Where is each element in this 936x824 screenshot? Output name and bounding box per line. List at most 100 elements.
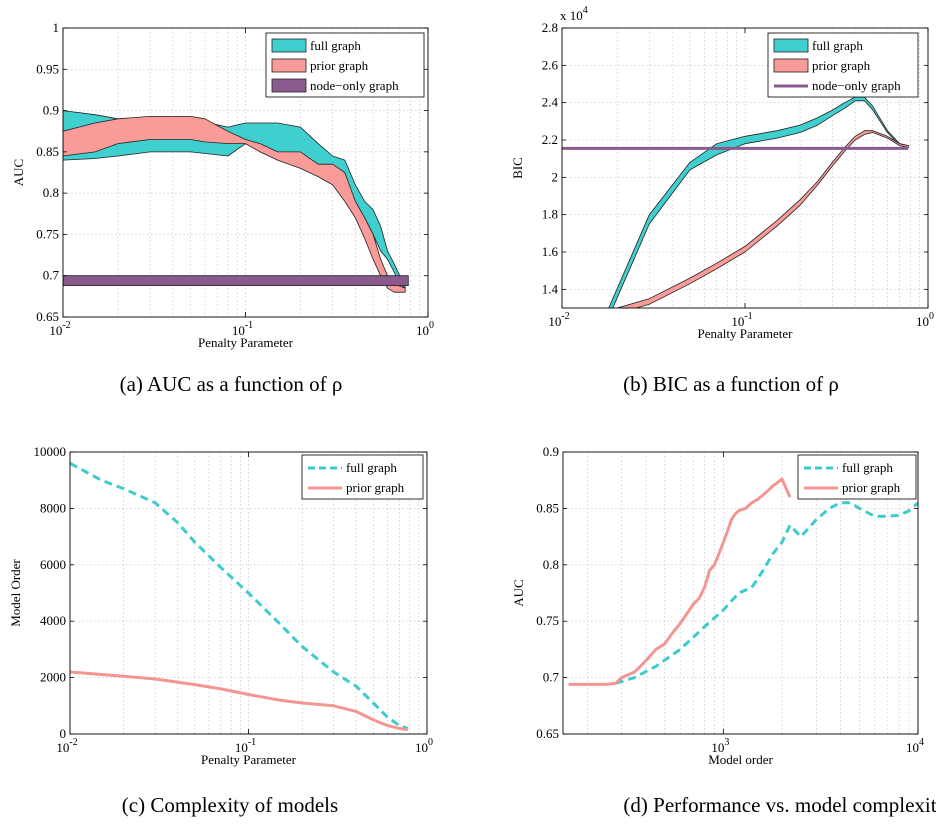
y-tick-label: 0.85: [536, 500, 559, 515]
y-tick-label: 0.85: [36, 144, 59, 159]
x-tick-label-exponent: 4: [919, 737, 924, 748]
plot-frame: [562, 451, 919, 735]
series-prior-graph-line: [568, 477, 792, 686]
plot-area: [63, 110, 409, 293]
legend-swatch: [271, 58, 307, 73]
plot-area: [562, 96, 909, 308]
y-axis-label: Model Order: [8, 559, 23, 627]
x-tick-label-exponent: -1: [248, 737, 256, 748]
x-tick-label-exponent: 0: [429, 320, 434, 331]
x-axis-label: Penalty Parameter: [201, 752, 297, 767]
legend-label: full graph: [310, 38, 361, 53]
series-node-only-graph-band: [63, 275, 409, 286]
y-tick-label: 0.8: [543, 557, 559, 572]
caption-d: (d) Performance vs. model complexit: [623, 793, 936, 817]
series-full-graph-line: [615, 501, 918, 685]
legend: full graph prior graph node−only graph: [265, 32, 425, 98]
plot-area: [568, 477, 918, 686]
y-tick-label: 2: [552, 169, 559, 184]
series-full-graph-line: [70, 461, 409, 730]
caption-b: (b) BIC as a function of ρ: [623, 372, 839, 396]
x-axis-label: Model order: [708, 752, 773, 767]
legend-label: prior graph: [310, 58, 369, 73]
legend-label: prior graph: [812, 58, 871, 73]
y-multiplier-label: x 104: [560, 5, 588, 23]
caption-c: (c) Complexity of models: [122, 793, 338, 817]
y-tick-label: 0.9: [43, 103, 59, 118]
legend-label: full graph: [842, 460, 893, 475]
x-tick-label-exponent: -2: [62, 320, 70, 331]
x-tick-label-exponent: 0: [929, 311, 934, 322]
legend-box: [301, 454, 424, 500]
y-tick-label: 0.75: [36, 226, 59, 241]
y-tick-label: 0.65: [536, 726, 559, 741]
x-tick-label-exponent: -2: [69, 737, 77, 748]
x-tick-label: 10-2: [548, 311, 569, 329]
y-tick-label: 0.65: [36, 309, 59, 324]
series-prior-graph-line: [70, 670, 408, 732]
x-axis-label: Penalty Parameter: [698, 326, 794, 341]
y-tick-label: 10000: [34, 444, 67, 459]
x-tick-label: 10-2: [56, 737, 77, 755]
x-axis-label: Penalty Parameter: [198, 335, 294, 350]
y-axis-label: BIC: [510, 157, 525, 179]
y-tick-label: 2.6: [542, 57, 559, 72]
y-tick-label: 1.8: [542, 207, 558, 222]
legend: full graph prior graph: [301, 454, 424, 500]
x-tick-label: 100: [415, 737, 433, 755]
plot-area: [70, 461, 409, 732]
y-tick-label: 1.4: [542, 281, 559, 296]
y-tick-label: 0.95: [36, 61, 59, 76]
y-tick-label: 0.9: [543, 444, 559, 459]
x-tick-label: 100: [416, 320, 434, 338]
y-tick-label: 6000: [40, 557, 66, 572]
legend-label: full graph: [812, 38, 863, 53]
legend-swatch: [271, 38, 307, 53]
y-tick-label: 2.4: [542, 95, 559, 110]
legend-label: node−only graph: [812, 78, 901, 93]
ticks: 1.41.61.822.22.42.62.810-2 10-1 100: [542, 20, 934, 329]
legend-swatch: [773, 38, 809, 53]
legend-swatch: [773, 58, 809, 73]
legend: full graph prior graph: [797, 454, 917, 500]
x-tick-label: 104: [906, 737, 924, 755]
x-tick-label-exponent: -2: [561, 311, 569, 322]
legend-label: full graph: [346, 460, 397, 475]
legend-swatch: [271, 78, 307, 93]
legend-label: prior graph: [346, 480, 405, 495]
y-tick-label: 0.7: [543, 670, 560, 685]
legend-label: node−only graph: [310, 78, 399, 93]
legend-box: [797, 454, 917, 500]
series-prior-graph-band: [63, 116, 406, 293]
x-tick-label-exponent: -1: [245, 320, 253, 331]
x-tick-label-exponent: 0: [428, 737, 433, 748]
legend-label: prior graph: [842, 480, 901, 495]
y-tick-label: 4000: [40, 613, 66, 628]
x-tick-label-exponent: -1: [744, 311, 752, 322]
y-tick-label: 0.7: [43, 268, 60, 283]
y-tick-label: 2000: [40, 670, 66, 685]
y-multiplier-label-exponent: 4: [583, 5, 588, 16]
series-full-graph-band: [608, 96, 909, 308]
series-prior-graph-band: [616, 130, 909, 308]
grid: [563, 452, 918, 734]
x-tick-label-exponent: 3: [724, 737, 729, 748]
caption-a: (a) AUC as a function of ρ: [120, 372, 343, 396]
y-tick-label: 0.8: [43, 185, 59, 200]
y-tick-label: 2.2: [542, 132, 558, 147]
x-tick-label: 100: [916, 311, 934, 329]
y-tick-label: 8000: [40, 500, 66, 515]
legend: full graph prior graph node−only graph: [767, 32, 919, 98]
y-tick-label: 1: [53, 20, 60, 35]
y-tick-label: 1.6: [542, 244, 559, 259]
y-tick-label: 0.75: [536, 613, 559, 628]
y-tick-label: 2.8: [542, 20, 558, 35]
y-tick-label: 0: [60, 726, 67, 741]
x-tick-label: 10-2: [49, 320, 70, 338]
